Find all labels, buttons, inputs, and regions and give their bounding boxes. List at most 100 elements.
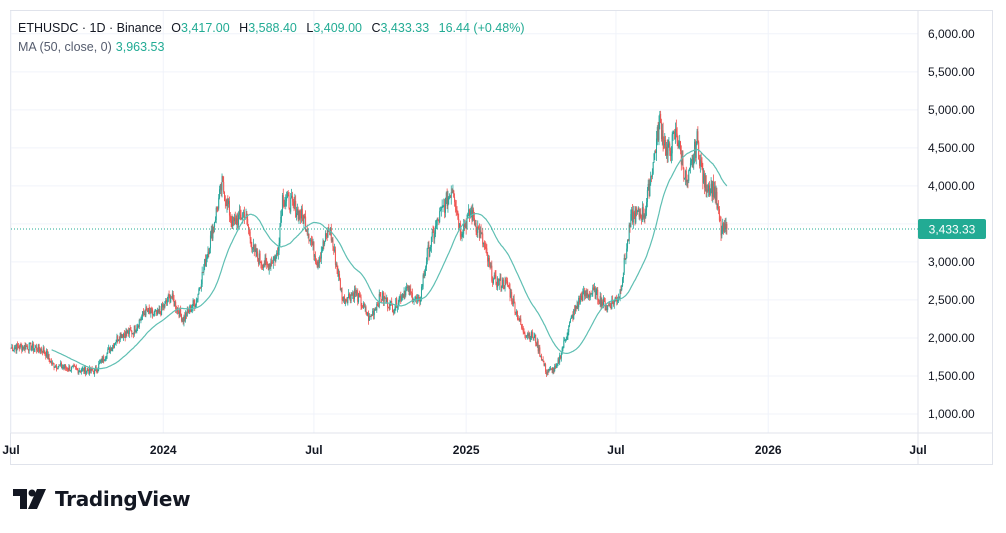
candle-body — [229, 215, 231, 218]
candle-body — [713, 186, 715, 198]
candle-body — [224, 192, 226, 201]
candle-body — [20, 344, 22, 346]
candle-body — [399, 296, 401, 298]
candle-body — [670, 153, 672, 157]
candle-body — [427, 245, 429, 249]
candle-body — [348, 293, 350, 298]
candle-body — [481, 233, 483, 235]
candle-body — [436, 218, 438, 226]
candle-body — [602, 301, 604, 305]
candle-body — [315, 262, 317, 265]
indicator-legend[interactable]: MA (50, close, 0) 3,963.53 — [18, 40, 164, 54]
candle-body — [628, 224, 630, 242]
candle-body — [625, 258, 627, 260]
candle-body — [166, 300, 168, 303]
candle-body — [334, 249, 336, 251]
candle-body — [364, 307, 366, 308]
candle-body — [685, 170, 687, 183]
candle-body — [195, 304, 197, 307]
y-tick-label: 5,500.00 — [928, 65, 975, 79]
candle-body — [627, 239, 629, 249]
candle-body — [508, 286, 510, 288]
candle-body — [708, 185, 710, 192]
candle-body — [96, 370, 98, 372]
candle-body — [531, 331, 533, 338]
candle-body — [540, 355, 542, 361]
y-tick-label: 4,000.00 — [928, 179, 975, 193]
candle-body — [703, 173, 705, 183]
candle-body — [135, 330, 137, 332]
candle-body — [538, 347, 540, 352]
tradingview-logo[interactable]: TradingView — [13, 487, 191, 511]
candle-body — [355, 291, 357, 294]
candle-body — [345, 299, 347, 301]
candle-body — [630, 213, 632, 228]
candle-body — [368, 312, 370, 321]
candle-body — [304, 216, 306, 217]
candle-body — [637, 207, 639, 211]
candle-body — [40, 348, 42, 352]
candle-body — [51, 360, 53, 364]
symbol-title: ETHUSDC · 1D · Binance — [18, 21, 162, 35]
candle-body — [204, 259, 206, 268]
candle-body — [557, 359, 559, 365]
y-tick-label: 2,000.00 — [928, 331, 975, 345]
candle-body — [71, 366, 73, 367]
candle-body — [92, 370, 94, 372]
candle-body — [593, 287, 595, 290]
candle-body — [50, 360, 52, 363]
candle-body — [555, 364, 557, 368]
candle-body — [701, 161, 703, 170]
candle-body — [108, 347, 110, 350]
candle-body — [333, 246, 335, 251]
close-label: C — [371, 21, 381, 35]
candle-body — [180, 314, 182, 321]
candle-body — [421, 286, 423, 288]
candle-body — [687, 180, 689, 181]
candle-body — [476, 231, 478, 233]
candle-body — [270, 261, 272, 267]
candle-body — [456, 209, 458, 212]
candle-body — [377, 304, 379, 306]
candle-body — [369, 315, 371, 317]
candle-body — [697, 131, 699, 143]
candle-body — [597, 289, 599, 301]
candle-body — [211, 229, 213, 239]
candle-body — [492, 279, 494, 284]
candle-body — [440, 210, 442, 212]
time-axis[interactable]: Jul 2024 Jul 2025 Jul 2026 Jul — [2, 443, 926, 457]
candle-body — [323, 241, 325, 245]
candle-body — [178, 311, 180, 317]
candle-body — [370, 314, 372, 317]
candle-body — [444, 205, 446, 213]
candle-body — [156, 310, 158, 315]
candle-body — [394, 307, 396, 310]
candle-body — [502, 279, 504, 289]
candle-body — [161, 304, 163, 308]
candle-body — [587, 293, 589, 298]
candle-body — [363, 303, 365, 308]
candle-body — [631, 209, 633, 214]
candle-body — [641, 207, 643, 221]
candle-body — [479, 230, 481, 238]
candle-body — [44, 351, 46, 353]
candle-body — [125, 330, 127, 338]
candle-body — [14, 347, 16, 349]
candle-body — [11, 347, 13, 349]
candle-body — [164, 301, 166, 307]
candle-body — [315, 255, 317, 263]
candle-body — [174, 301, 176, 307]
symbol-legend[interactable]: ETHUSDC · 1D · Binance O3,417.00 H3,588.… — [18, 21, 524, 35]
candle-body — [168, 295, 170, 297]
candle-body — [437, 218, 439, 221]
candle-body — [116, 336, 118, 342]
candle-body — [707, 189, 709, 192]
candle-body — [726, 224, 728, 230]
candle-body — [308, 233, 310, 241]
candle-body — [129, 328, 131, 331]
candle-body — [34, 347, 36, 349]
candle-body — [100, 358, 102, 362]
chart-pane[interactable] — [10, 10, 993, 465]
candle-body — [659, 113, 661, 124]
